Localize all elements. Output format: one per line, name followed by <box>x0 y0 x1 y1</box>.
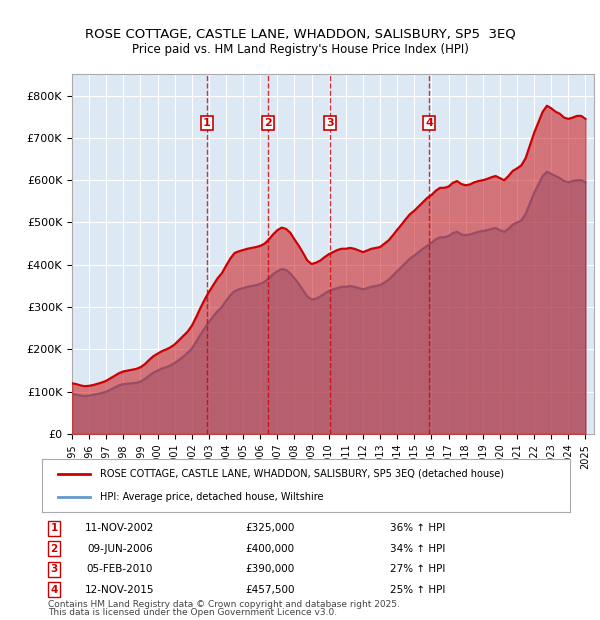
Text: 09-JUN-2006: 09-JUN-2006 <box>87 544 153 554</box>
Text: 12-NOV-2015: 12-NOV-2015 <box>85 585 155 595</box>
Text: 05-FEB-2010: 05-FEB-2010 <box>87 564 153 574</box>
Text: £390,000: £390,000 <box>245 564 295 574</box>
Text: ROSE COTTAGE, CASTLE LANE, WHADDON, SALISBURY, SP5 3EQ (detached house): ROSE COTTAGE, CASTLE LANE, WHADDON, SALI… <box>100 469 504 479</box>
Text: 25% ↑ HPI: 25% ↑ HPI <box>390 585 445 595</box>
Text: This data is licensed under the Open Government Licence v3.0.: This data is licensed under the Open Gov… <box>48 608 337 617</box>
Text: 3: 3 <box>326 118 334 128</box>
Text: 2: 2 <box>264 118 272 128</box>
Text: £325,000: £325,000 <box>245 523 295 533</box>
Text: 1: 1 <box>50 523 58 533</box>
Text: 1: 1 <box>203 118 211 128</box>
Text: 36% ↑ HPI: 36% ↑ HPI <box>390 523 445 533</box>
Text: ROSE COTTAGE, CASTLE LANE, WHADDON, SALISBURY, SP5  3EQ: ROSE COTTAGE, CASTLE LANE, WHADDON, SALI… <box>85 28 515 41</box>
Text: HPI: Average price, detached house, Wiltshire: HPI: Average price, detached house, Wilt… <box>100 492 323 502</box>
Text: 2: 2 <box>50 544 58 554</box>
Text: 34% ↑ HPI: 34% ↑ HPI <box>390 544 445 554</box>
Text: 3: 3 <box>50 564 58 574</box>
Text: 11-NOV-2002: 11-NOV-2002 <box>85 523 155 533</box>
Text: Contains HM Land Registry data © Crown copyright and database right 2025.: Contains HM Land Registry data © Crown c… <box>48 600 400 609</box>
Text: 4: 4 <box>50 585 58 595</box>
Text: Price paid vs. HM Land Registry's House Price Index (HPI): Price paid vs. HM Land Registry's House … <box>131 43 469 56</box>
Text: 4: 4 <box>425 118 433 128</box>
Text: £457,500: £457,500 <box>245 585 295 595</box>
Text: 27% ↑ HPI: 27% ↑ HPI <box>390 564 445 574</box>
Text: £400,000: £400,000 <box>245 544 295 554</box>
